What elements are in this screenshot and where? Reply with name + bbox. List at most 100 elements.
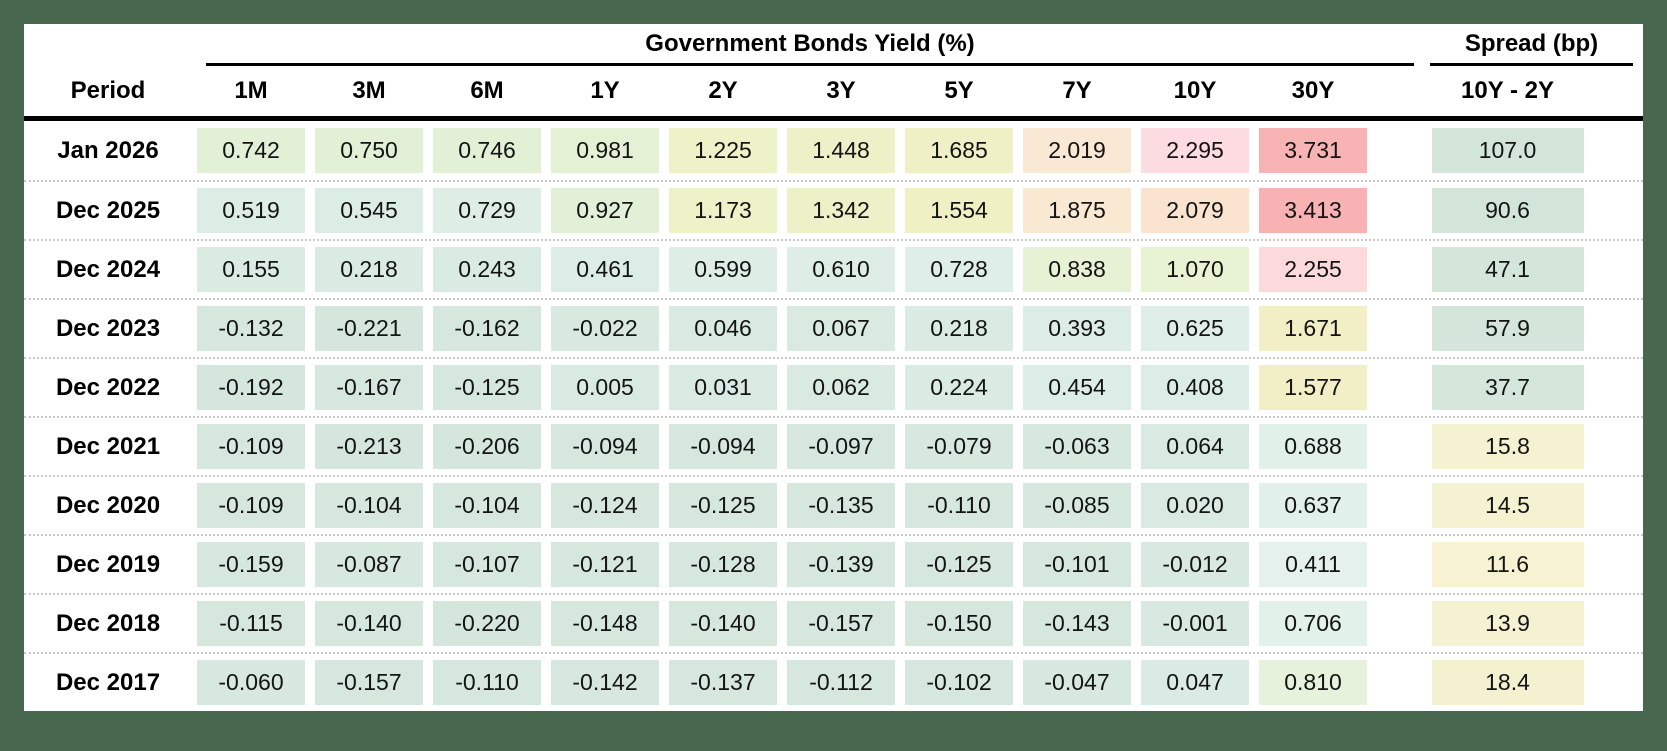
yield-cell: 0.810 (1259, 660, 1367, 705)
yield-cell: -0.109 (197, 424, 305, 469)
period-label: Dec 2017 (55, 668, 161, 696)
group-header-row: Government Bonds Yield (%) Spread (bp) (24, 28, 1643, 66)
yield-cell: 2.079 (1141, 188, 1249, 233)
yield-cell: -0.221 (315, 306, 423, 351)
yield-cell: -0.132 (197, 306, 305, 351)
yield-cell: -0.022 (551, 306, 659, 351)
yield-cell: 0.224 (905, 365, 1013, 410)
yield-cell: 0.688 (1259, 424, 1367, 469)
spread-cell: 107.0 (1431, 128, 1584, 173)
yield-cell: 0.927 (551, 188, 659, 233)
column-header-row: Period 1M 3M 6M 1Y 2Y 3Y 5Y 7Y 10Y 30Y 1… (24, 66, 1643, 121)
yield-cell: 0.519 (197, 188, 305, 233)
period-label: Dec 2023 (55, 314, 161, 342)
yield-cell: -0.085 (1023, 483, 1131, 528)
yield-cell: -0.115 (197, 601, 305, 646)
spread-cell: 15.8 (1431, 424, 1584, 469)
yield-cell: 0.155 (197, 247, 305, 292)
period-column-header: Period (70, 77, 146, 104)
yield-cell: -0.125 (669, 483, 777, 528)
yield-cell: 0.545 (315, 188, 423, 233)
spread-cell: 18.4 (1431, 660, 1584, 705)
spread-cell: 47.1 (1431, 247, 1584, 292)
yield-cell: -0.140 (669, 601, 777, 646)
maturity-header-30y: 30Y (1291, 77, 1335, 104)
maturity-header-3m: 3M (352, 77, 386, 104)
yield-cell: -0.124 (551, 483, 659, 528)
spread-cell: 90.6 (1431, 188, 1584, 233)
yield-cell: -0.097 (787, 424, 895, 469)
yield-cell: -0.121 (551, 542, 659, 587)
yield-cell: -0.125 (433, 365, 541, 410)
table-body: Jan 2026 0.742 0.750 0.746 0.981 1.225 1.448 1.… (24, 121, 1643, 711)
yield-cell: -0.135 (787, 483, 895, 528)
table-row: Dec 2023 -0.132 -0.221 -0.162 -0.022 0.046 0.0… (24, 298, 1643, 357)
yield-cell: 0.031 (669, 365, 777, 410)
yield-cell: -0.206 (433, 424, 541, 469)
table-row: Dec 2021 -0.109 -0.213 -0.206 -0.094 -0.094 -0… (24, 416, 1643, 475)
yield-cell: 1.554 (905, 188, 1013, 233)
yield-cell: -0.104 (433, 483, 541, 528)
yield-cell: -0.125 (905, 542, 1013, 587)
yield-cell: 0.046 (669, 306, 777, 351)
yield-cell: 1.070 (1141, 247, 1249, 292)
yield-cell: 2.295 (1141, 128, 1249, 173)
yield-cell: -0.094 (669, 424, 777, 469)
yield-cell: -0.107 (433, 542, 541, 587)
yield-cell: 0.047 (1141, 660, 1249, 705)
maturity-header-1y: 1Y (590, 77, 620, 104)
yield-cell: 0.981 (551, 128, 659, 173)
yield-cell: -0.150 (905, 601, 1013, 646)
yield-cell: 0.411 (1259, 542, 1367, 587)
yield-cell: 0.218 (905, 306, 1013, 351)
yield-cell: 1.685 (905, 128, 1013, 173)
yield-cell: -0.104 (315, 483, 423, 528)
yield-cell: 0.064 (1141, 424, 1249, 469)
yield-cell: -0.112 (787, 660, 895, 705)
yield-cell: 1.671 (1259, 306, 1367, 351)
yield-cell: -0.162 (433, 306, 541, 351)
yield-cell: 0.408 (1141, 365, 1249, 410)
maturity-header-5y: 5Y (944, 77, 974, 104)
yield-cell: -0.159 (197, 542, 305, 587)
yield-cell: 0.393 (1023, 306, 1131, 351)
yield-cell: -0.060 (197, 660, 305, 705)
yield-cell: -0.128 (669, 542, 777, 587)
table-row: Jan 2026 0.742 0.750 0.746 0.981 1.225 1.448 1.… (24, 121, 1643, 180)
table-row: Dec 2025 0.519 0.545 0.729 0.927 1.173 1.342 1.… (24, 180, 1643, 239)
period-label: Dec 2019 (55, 550, 161, 578)
maturity-header-3y: 3Y (826, 77, 856, 104)
yield-cell: 0.020 (1141, 483, 1249, 528)
yield-cell: 1.342 (787, 188, 895, 233)
yield-cell: 1.577 (1259, 365, 1367, 410)
yield-cell: 0.746 (433, 128, 541, 173)
yield-cell: -0.220 (433, 601, 541, 646)
yield-cell: 1.448 (787, 128, 895, 173)
yield-table-card: Government Bonds Yield (%) Spread (bp) P… (24, 24, 1643, 711)
maturity-header-6m: 6M (470, 77, 504, 104)
yield-cell: 0.599 (669, 247, 777, 292)
table-row: Dec 2020 -0.109 -0.104 -0.104 -0.124 -0.125 -0… (24, 475, 1643, 534)
yield-cell: 0.067 (787, 306, 895, 351)
yield-cell: -0.213 (315, 424, 423, 469)
table-row: Dec 2024 0.155 0.218 0.243 0.461 0.599 0.610 0.… (24, 239, 1643, 298)
table-row: Dec 2019 -0.159 -0.087 -0.107 -0.121 -0.128 -0… (24, 534, 1643, 593)
yield-cell: 0.742 (197, 128, 305, 173)
yield-cell: 0.610 (787, 247, 895, 292)
yield-cell: 1.225 (669, 128, 777, 173)
period-label: Dec 2024 (55, 255, 161, 283)
yield-cell: -0.139 (787, 542, 895, 587)
yield-cell: -0.094 (551, 424, 659, 469)
yield-cell: -0.110 (905, 483, 1013, 528)
table-row: Dec 2022 -0.192 -0.167 -0.125 0.005 0.031 0.06… (24, 357, 1643, 416)
yield-cell: -0.140 (315, 601, 423, 646)
yield-cell: 0.706 (1259, 601, 1367, 646)
yield-cell: 0.218 (315, 247, 423, 292)
yield-cell: -0.167 (315, 365, 423, 410)
spread-cell: 37.7 (1431, 365, 1584, 410)
yield-cell: -0.079 (905, 424, 1013, 469)
yield-cell: 2.019 (1023, 128, 1131, 173)
yield-cell: 0.461 (551, 247, 659, 292)
yield-cell: -0.157 (315, 660, 423, 705)
